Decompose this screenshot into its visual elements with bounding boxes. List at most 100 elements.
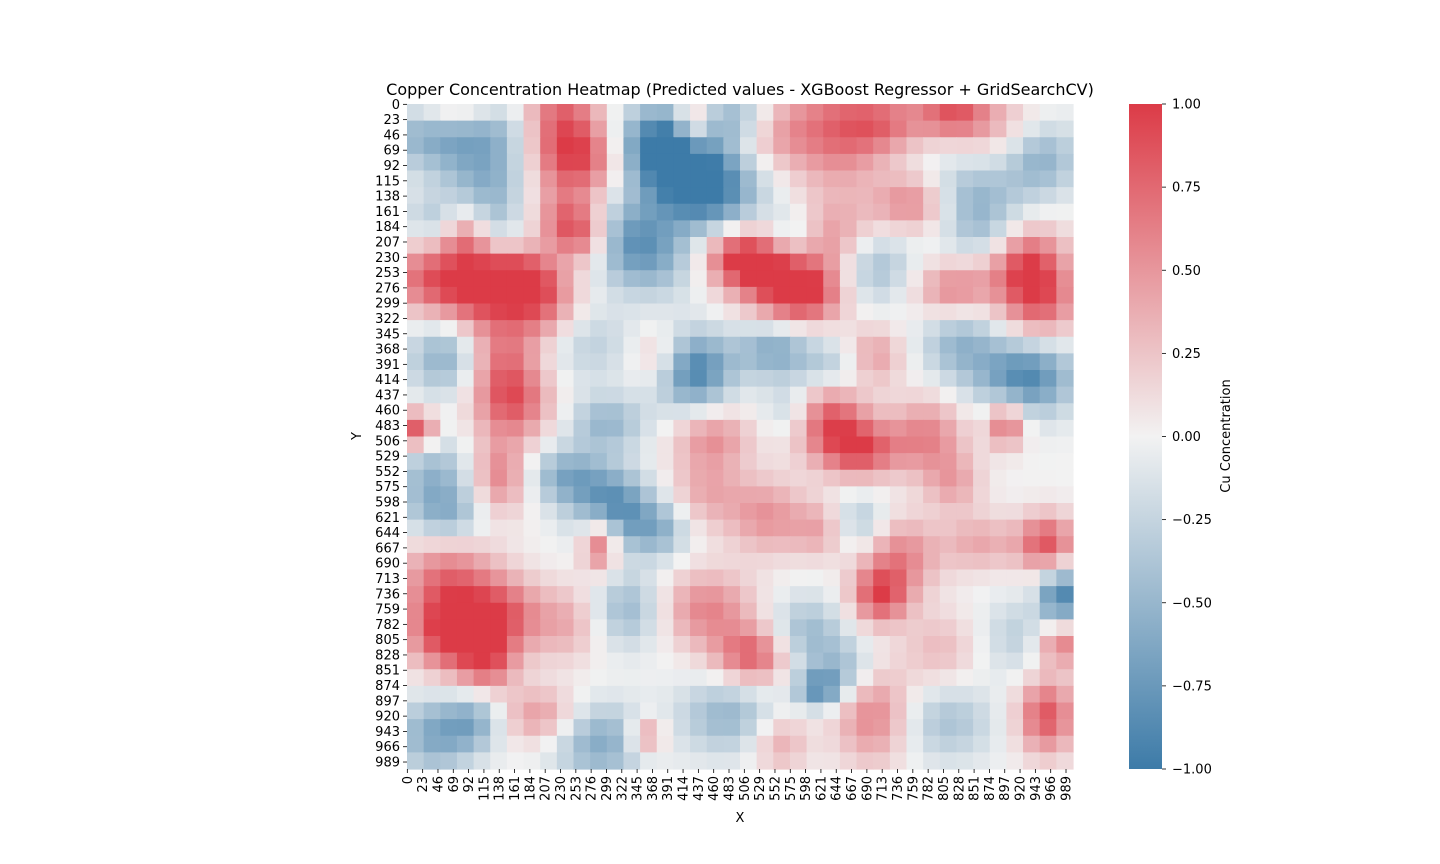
heatmap-cell — [1056, 403, 1074, 421]
heatmap-cell — [706, 536, 724, 554]
heatmap-cell — [673, 719, 691, 737]
heatmap-cell — [556, 104, 575, 122]
heatmap-cell — [989, 303, 1007, 321]
heatmap-cell — [939, 403, 958, 421]
heatmap-cell — [423, 386, 441, 404]
x-tick-label: 920 — [1014, 776, 1029, 801]
heatmap-cell — [956, 370, 974, 388]
heatmap-cell — [606, 685, 625, 704]
heatmap-cell — [656, 469, 674, 487]
heatmap-cell — [606, 419, 625, 438]
heatmap-cell — [989, 652, 1007, 670]
heatmap-cell — [690, 536, 708, 554]
x-tick-label: 115 — [477, 776, 492, 801]
heatmap-cell — [923, 320, 941, 338]
heatmap-cell — [556, 270, 575, 288]
heatmap-cell — [923, 719, 941, 737]
heatmap-cell — [1006, 153, 1024, 172]
heatmap-cell — [773, 336, 791, 354]
heatmap-cell — [440, 386, 458, 404]
heatmap-cell — [773, 719, 791, 737]
heatmap-cell — [789, 602, 808, 620]
colorbar-ticks: 1.000.750.500.250.00−0.25−0.50−0.75−1.00 — [1162, 98, 1212, 778]
heatmap-cell — [939, 253, 958, 271]
heatmap-cell — [490, 187, 508, 205]
heatmap-cell — [889, 419, 908, 438]
heatmap-cell — [723, 237, 741, 255]
heatmap-cell — [839, 153, 858, 172]
heatmap-cell — [1056, 619, 1074, 637]
heatmap-cell — [506, 602, 525, 620]
heatmap-cell — [1023, 652, 1041, 670]
heatmap-cell — [456, 286, 475, 305]
heatmap-cell — [407, 685, 425, 704]
heatmap-cell — [973, 586, 991, 604]
heatmap-cell — [440, 702, 458, 720]
heatmap-cell — [873, 419, 891, 438]
heatmap-cell — [740, 336, 758, 354]
heatmap-cell — [423, 453, 441, 471]
heatmap-cell — [956, 569, 974, 587]
heatmap-cell — [556, 702, 575, 720]
heatmap-cell — [956, 353, 974, 371]
heatmap-cell — [673, 270, 691, 288]
heatmap-cell — [740, 752, 758, 770]
heatmap-cell — [407, 187, 425, 205]
heatmap-cell — [839, 303, 858, 321]
heatmap-cell — [640, 370, 658, 388]
heatmap-cell — [456, 320, 475, 338]
heatmap-cell — [1039, 120, 1057, 138]
heatmap-cell — [706, 752, 724, 770]
x-tick-label: 161 — [508, 776, 523, 801]
heatmap-cell — [923, 552, 941, 571]
heatmap-cell — [506, 286, 525, 305]
heatmap-cell — [789, 286, 808, 305]
heatmap-cell — [906, 619, 924, 637]
x-tick-label: 184 — [523, 776, 538, 801]
heatmap-cell — [523, 203, 541, 221]
heatmap-cell — [407, 120, 425, 138]
heatmap-cell — [906, 536, 924, 554]
heatmap-cell — [956, 336, 974, 354]
heatmap-cell — [440, 536, 458, 554]
heatmap-cell — [540, 370, 558, 388]
heatmap-cell — [573, 519, 591, 537]
heatmap-cell — [756, 735, 774, 753]
heatmap-cell — [823, 320, 841, 338]
heatmap-cell — [956, 519, 974, 537]
heatmap-cell — [640, 286, 658, 305]
heatmap-cell — [973, 336, 991, 354]
x-tick-label: 414 — [677, 776, 692, 801]
heatmap-cell — [856, 652, 874, 670]
heatmap-cell — [473, 104, 491, 122]
x-tick-label: 874 — [983, 776, 998, 801]
heatmap-cell — [423, 469, 441, 487]
heatmap-cell — [1056, 137, 1074, 155]
heatmap-cell — [523, 336, 541, 354]
heatmap-cell — [773, 237, 791, 255]
heatmap-cell — [973, 719, 991, 737]
heatmap-cell — [690, 436, 708, 454]
heatmap-cell — [523, 702, 541, 720]
heatmap-cell — [889, 253, 908, 271]
heatmap-cell — [756, 519, 774, 537]
heatmap-cell — [573, 453, 591, 471]
heatmap-cell — [407, 153, 425, 172]
heatmap-cell — [956, 170, 974, 188]
heatmap-cell — [939, 137, 958, 155]
heatmap-cell — [656, 586, 674, 604]
heatmap-cell — [923, 519, 941, 537]
heatmap-cell — [540, 270, 558, 288]
y-tick-label: 437 — [375, 388, 400, 403]
y-tick-label: 805 — [375, 633, 400, 648]
heatmap-cell — [906, 669, 924, 687]
heatmap-cell — [806, 735, 824, 753]
heatmap-cell — [556, 203, 575, 221]
heatmap-cell — [606, 286, 625, 305]
heatmap-cell — [989, 586, 1007, 604]
heatmap-cell — [407, 270, 425, 288]
heatmap-cell — [856, 752, 874, 770]
heatmap-cell — [456, 569, 475, 587]
heatmap-cell — [523, 569, 541, 587]
heatmap-cell — [523, 419, 541, 438]
